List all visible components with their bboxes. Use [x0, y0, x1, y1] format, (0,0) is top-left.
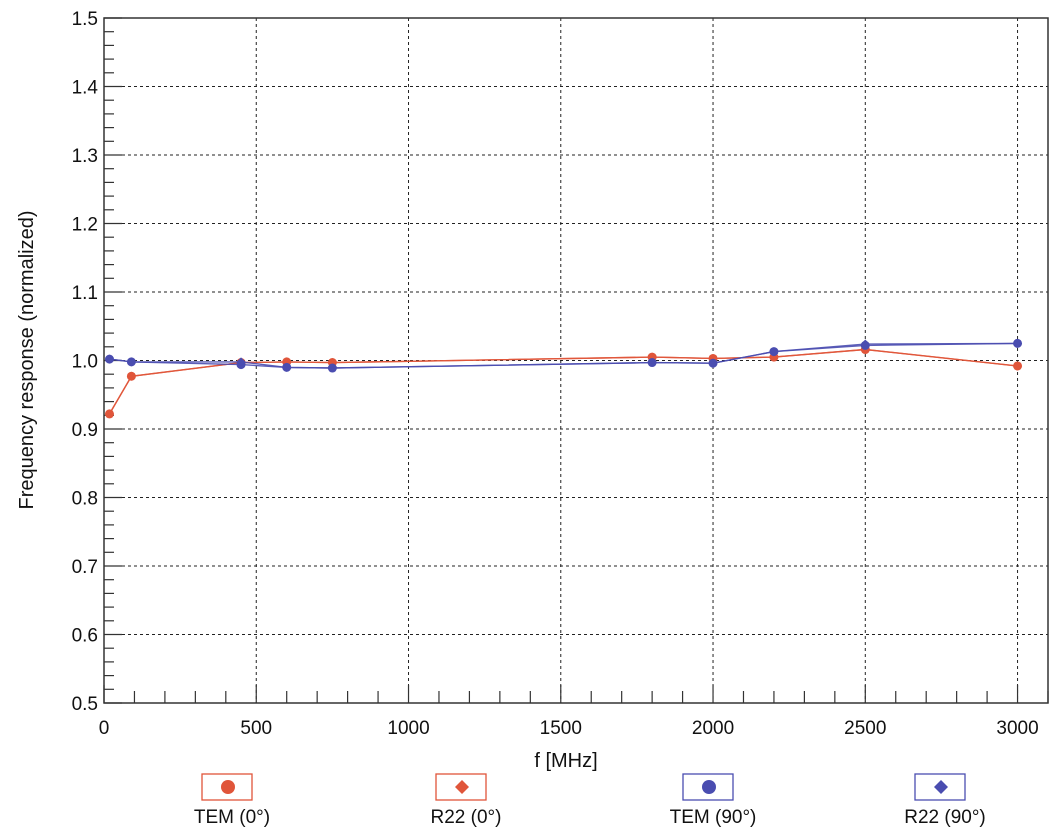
data-point — [282, 362, 292, 372]
series — [104, 338, 1023, 419]
data-point — [126, 371, 136, 381]
data-point — [126, 357, 136, 367]
y-axis-title: Frequency response (normalized) — [16, 210, 38, 509]
x-tick-label: 3000 — [996, 718, 1038, 739]
y-tick-label: 1.3 — [72, 146, 98, 167]
grid — [104, 18, 1048, 703]
data-point — [104, 354, 114, 364]
y-tick-label: 0.5 — [72, 694, 98, 715]
y-tick-label: 0.7 — [72, 557, 98, 578]
data-point — [769, 347, 779, 357]
x-tick-label: 2500 — [844, 718, 886, 739]
x-axis-title: f [MHz] — [534, 750, 597, 772]
legend-label: R22 (90°) — [904, 807, 986, 828]
data-point — [104, 409, 114, 419]
legend-swatch-box — [201, 773, 253, 801]
legend-label: R22 (0°) — [431, 807, 502, 828]
series-line-1 — [108, 348, 1018, 415]
legend-marker — [455, 780, 469, 794]
y-tick-label: 1.2 — [72, 215, 98, 236]
data-point — [708, 358, 718, 368]
y-tick-label: 0.9 — [72, 420, 98, 441]
legend-marker — [702, 780, 716, 794]
axes — [103, 17, 1049, 704]
legend: TEM (0°) R22 (0°) TEM (90°) R22 (90°) — [194, 773, 986, 828]
x-tick-label: 500 — [240, 718, 272, 739]
data-point — [647, 358, 657, 368]
data-point — [236, 357, 246, 367]
x-tick-label: 1500 — [540, 718, 582, 739]
data-point — [1013, 338, 1023, 348]
series-line-3 — [109, 342, 1018, 369]
y-tick-label: 0.8 — [72, 489, 98, 510]
data-point — [860, 339, 870, 349]
legend-label: TEM (90°) — [670, 807, 757, 828]
y-tick-label: 1.4 — [72, 78, 99, 99]
legend-label: TEM (0°) — [194, 807, 270, 828]
legend-marker — [934, 780, 948, 794]
plot-frame — [103, 17, 1049, 704]
data-point — [327, 363, 337, 373]
y-tick-label: 1.5 — [72, 9, 98, 30]
y-tick-label: 0.6 — [72, 626, 98, 647]
legend-marker — [221, 780, 235, 794]
x-tick-label: 1000 — [387, 718, 429, 739]
x-tick-label: 0 — [99, 718, 110, 739]
y-tick-label: 1.1 — [72, 283, 98, 304]
data-point — [1013, 361, 1023, 371]
x-tick-label: 2000 — [692, 718, 734, 739]
y-tick-label: 1.0 — [72, 352, 98, 373]
tick-labels: 0.5 0.6 0.7 0.8 0.9 1.0 1.1 1.2 1.3 1.4 1.5 0 500 100… — [72, 9, 1039, 739]
